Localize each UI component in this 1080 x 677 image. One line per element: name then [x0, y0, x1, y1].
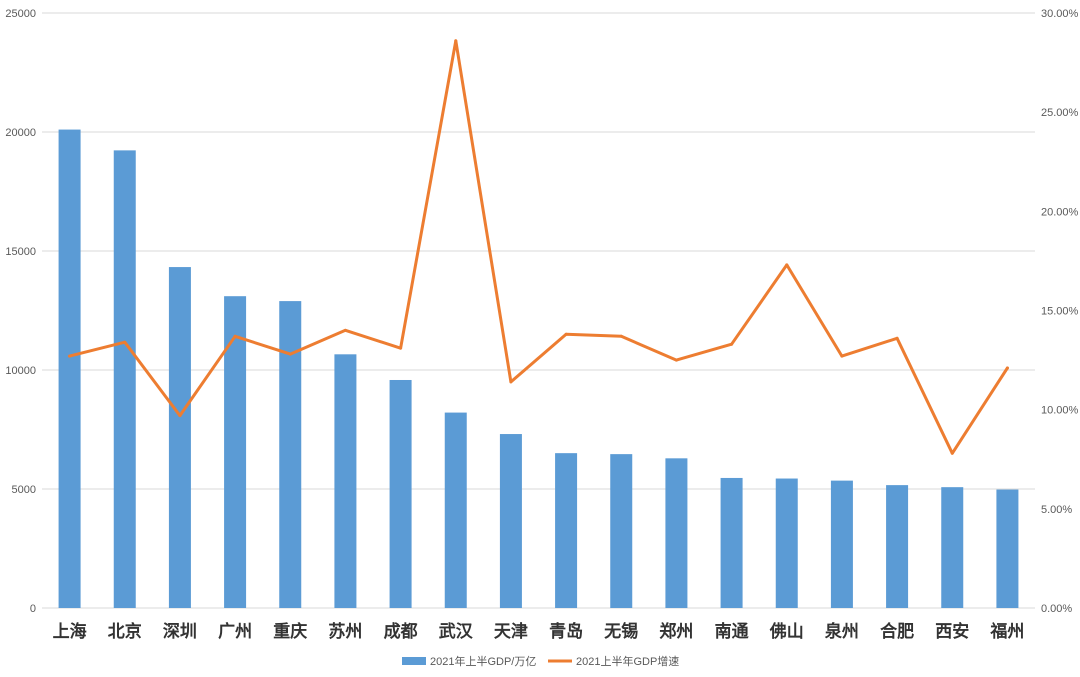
category-label: 福州 [989, 621, 1024, 642]
category-label: 广州 [218, 621, 252, 642]
bar [224, 296, 247, 608]
growth-line [68, 39, 1009, 455]
bar [720, 477, 743, 608]
bar [555, 453, 578, 608]
legend-line-label: 2021上半年GDP增速 [576, 654, 679, 668]
right-tick-label: 10.00% [1041, 405, 1079, 417]
line-point [730, 342, 734, 346]
bar [168, 267, 191, 608]
bar [334, 354, 357, 608]
right-axis-ticks: 0.00% 5.00% 10.00% 15.00% 20.00% 25.00% 30.00% [1041, 8, 1079, 615]
bar [444, 412, 467, 608]
category-label: 武汉 [439, 621, 474, 642]
category-label: 泉州 [824, 621, 859, 642]
line-point [895, 336, 899, 340]
line-point [950, 451, 954, 455]
left-tick-label: 20000 [5, 127, 36, 139]
left-tick-label: 25000 [5, 8, 36, 20]
left-axis-ticks: 0 5000 10000 15000 20000 25000 [5, 8, 36, 615]
category-label: 南通 [715, 621, 749, 642]
line-point [399, 346, 403, 350]
right-tick-label: 0.00% [1041, 603, 1072, 615]
left-tick-label: 15000 [5, 246, 36, 258]
category-label: 合肥 [880, 621, 914, 642]
legend: 2021年上半GDP/万亿 2021上半年GDP增速 [402, 654, 679, 668]
right-tick-label: 25.00% [1041, 107, 1079, 119]
left-tick-label: 10000 [5, 365, 36, 377]
line-point [233, 334, 237, 338]
left-tick-label: 0 [30, 603, 36, 615]
line-point [1005, 366, 1009, 370]
bar [58, 129, 81, 609]
right-tick-label: 30.00% [1041, 8, 1079, 20]
right-tick-label: 20.00% [1041, 206, 1079, 218]
line-point [454, 39, 458, 43]
line-point [674, 358, 678, 362]
legend-bar-label: 2021年上半GDP/万亿 [430, 654, 536, 668]
line-point [68, 354, 72, 358]
category-label: 上海 [53, 621, 87, 642]
line-point [288, 352, 292, 356]
bar [886, 485, 909, 608]
line-point [785, 263, 789, 267]
category-label: 西安 [935, 621, 969, 642]
bar [113, 150, 136, 608]
bar [775, 478, 798, 608]
bar [830, 480, 853, 608]
legend-bar-swatch [402, 657, 426, 665]
right-tick-label: 5.00% [1041, 504, 1072, 516]
bar [996, 489, 1019, 608]
category-label: 郑州 [659, 621, 693, 642]
bar [610, 454, 633, 608]
category-label: 无锡 [603, 621, 638, 642]
category-label: 重庆 [273, 621, 307, 642]
bar [389, 379, 412, 608]
gridlines [42, 12, 1035, 609]
line-point [840, 354, 844, 358]
category-label: 北京 [108, 621, 142, 642]
category-label: 天津 [494, 621, 528, 642]
line-point [123, 340, 127, 344]
left-tick-label: 5000 [12, 484, 36, 496]
category-labels: 上海 北京 深圳 广州 重庆 苏州 成都 武汉 天津 青岛 无锡 郑州 南通 佛山 泉州 合肥 西安 福州 [53, 621, 1025, 642]
category-label: 苏州 [328, 621, 362, 642]
line-point [178, 414, 182, 418]
line-point [509, 380, 513, 384]
bar [279, 301, 302, 608]
category-label: 佛山 [769, 621, 804, 642]
line-point [343, 328, 347, 332]
category-label: 青岛 [549, 621, 583, 642]
line-point [564, 332, 568, 336]
line-point [619, 334, 623, 338]
line-series [68, 39, 1009, 455]
bar-series [58, 129, 1019, 609]
bar [665, 458, 688, 608]
bar [499, 434, 522, 608]
category-label: 成都 [384, 621, 418, 642]
right-tick-label: 15.00% [1041, 306, 1079, 318]
bar [941, 487, 964, 608]
category-label: 深圳 [163, 621, 197, 642]
